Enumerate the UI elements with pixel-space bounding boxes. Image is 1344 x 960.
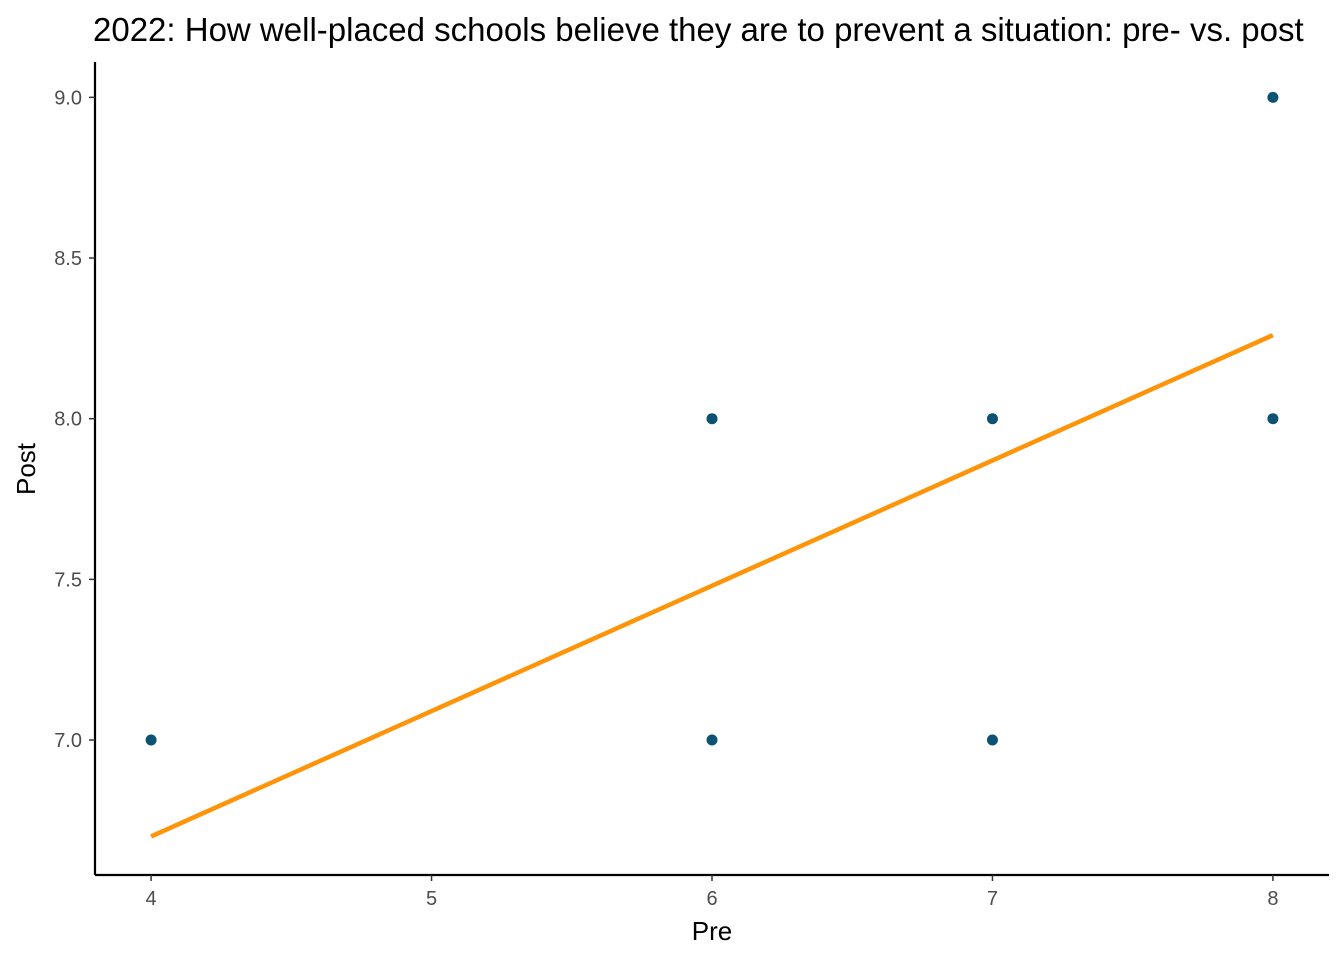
- y-ticks: 7.0 7.5 8.0 8.5 9.0: [54, 87, 95, 752]
- y-tick-label: 7.0: [54, 730, 82, 752]
- chart-title: 2022: How well-placed schools believe th…: [93, 11, 1304, 48]
- x-tick-label: 7: [987, 888, 998, 910]
- trend-line: [150, 333, 1274, 839]
- y-tick-label: 9.0: [54, 87, 82, 109]
- x-axis-title: Pre: [692, 916, 732, 946]
- data-point: [706, 734, 718, 746]
- data-point: [145, 734, 157, 746]
- data-point: [986, 413, 998, 425]
- x-tick-label: 6: [706, 888, 717, 910]
- x-ticks: 4 5 6 7 8: [146, 875, 1278, 910]
- data-point: [706, 413, 718, 425]
- y-tick-label: 7.5: [54, 569, 82, 591]
- y-tick-label: 8.0: [54, 409, 82, 431]
- x-tick-label: 5: [426, 888, 437, 910]
- y-axis-title: Post: [11, 442, 41, 495]
- x-tick-label: 4: [146, 888, 157, 910]
- y-tick-label: 8.5: [54, 248, 82, 270]
- x-tick-label: 8: [1267, 888, 1278, 910]
- data-point: [1267, 413, 1279, 425]
- data-points: [145, 91, 1279, 746]
- data-point: [986, 734, 998, 746]
- data-point: [1267, 91, 1279, 103]
